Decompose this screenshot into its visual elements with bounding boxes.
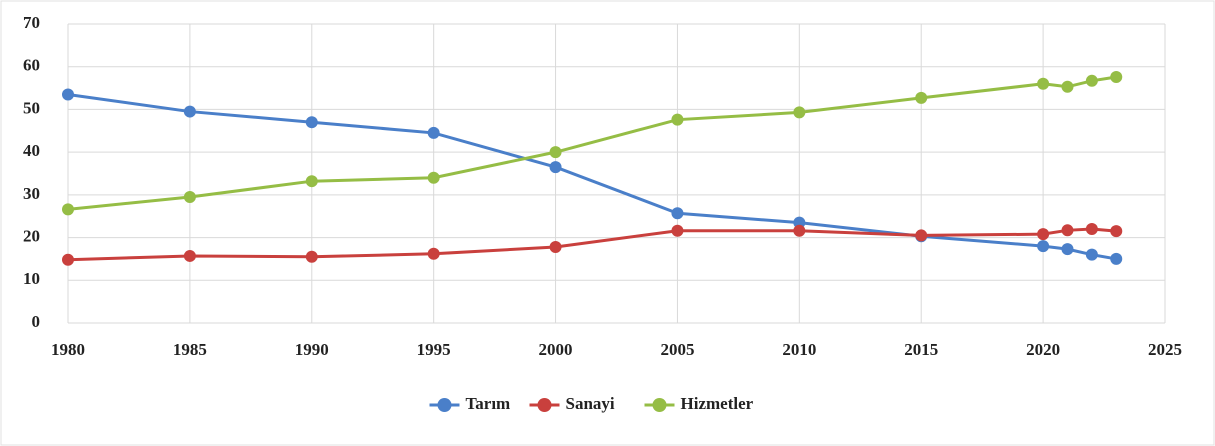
data-point bbox=[427, 126, 440, 139]
x-tick-label: 1995 bbox=[417, 340, 451, 359]
y-tick-label: 50 bbox=[23, 98, 40, 117]
x-tick-label: 2005 bbox=[660, 340, 694, 359]
data-point bbox=[1110, 225, 1123, 238]
y-tick-label: 0 bbox=[32, 312, 41, 331]
x-tick-label: 2015 bbox=[904, 340, 938, 359]
y-tick-label: 30 bbox=[23, 184, 40, 203]
y-tick-label: 60 bbox=[23, 56, 40, 75]
x-tick-label: 2025 bbox=[1148, 340, 1182, 359]
data-point bbox=[1061, 243, 1074, 256]
legend-label: Tarım bbox=[466, 394, 511, 413]
data-point bbox=[62, 88, 74, 101]
data-point bbox=[671, 207, 684, 220]
data-point bbox=[549, 240, 562, 253]
data-point bbox=[793, 224, 806, 237]
y-tick-label: 70 bbox=[23, 13, 40, 32]
data-point bbox=[1085, 74, 1098, 87]
legend-marker bbox=[652, 398, 667, 412]
y-tick-label: 10 bbox=[23, 269, 40, 288]
data-point bbox=[427, 171, 440, 184]
data-point bbox=[549, 161, 562, 174]
data-point bbox=[427, 247, 440, 260]
legend-label: Hizmetler bbox=[681, 394, 754, 413]
data-point bbox=[793, 106, 806, 119]
data-point bbox=[671, 224, 684, 237]
data-point bbox=[671, 113, 684, 126]
data-point bbox=[915, 229, 928, 242]
data-point bbox=[1085, 248, 1098, 261]
data-point bbox=[305, 250, 318, 263]
data-point bbox=[62, 253, 74, 266]
data-point bbox=[1037, 77, 1050, 90]
x-tick-label: 1980 bbox=[51, 340, 85, 359]
data-point bbox=[1085, 223, 1098, 236]
y-tick-label: 20 bbox=[23, 226, 40, 245]
data-point bbox=[1061, 224, 1074, 237]
x-tick-label: 2010 bbox=[782, 340, 816, 359]
legend-marker bbox=[437, 398, 452, 412]
data-point bbox=[915, 91, 928, 104]
data-point bbox=[62, 203, 74, 216]
data-point bbox=[549, 146, 562, 159]
data-point bbox=[1037, 240, 1050, 253]
data-point bbox=[305, 116, 318, 129]
data-point bbox=[183, 190, 196, 203]
data-point bbox=[183, 105, 196, 118]
data-point bbox=[1061, 80, 1074, 93]
x-tick-label: 2020 bbox=[1026, 340, 1060, 359]
data-point bbox=[1110, 252, 1123, 265]
x-tick-label: 2000 bbox=[539, 340, 573, 359]
data-point bbox=[305, 175, 318, 188]
x-tick-label: 1985 bbox=[173, 340, 207, 359]
legend-marker bbox=[537, 398, 552, 412]
y-tick-label: 40 bbox=[23, 141, 40, 160]
data-point bbox=[183, 249, 196, 262]
data-point bbox=[1037, 228, 1050, 241]
x-tick-label: 1990 bbox=[295, 340, 329, 359]
data-point bbox=[1110, 70, 1123, 83]
legend-label: Sanayi bbox=[566, 394, 615, 413]
